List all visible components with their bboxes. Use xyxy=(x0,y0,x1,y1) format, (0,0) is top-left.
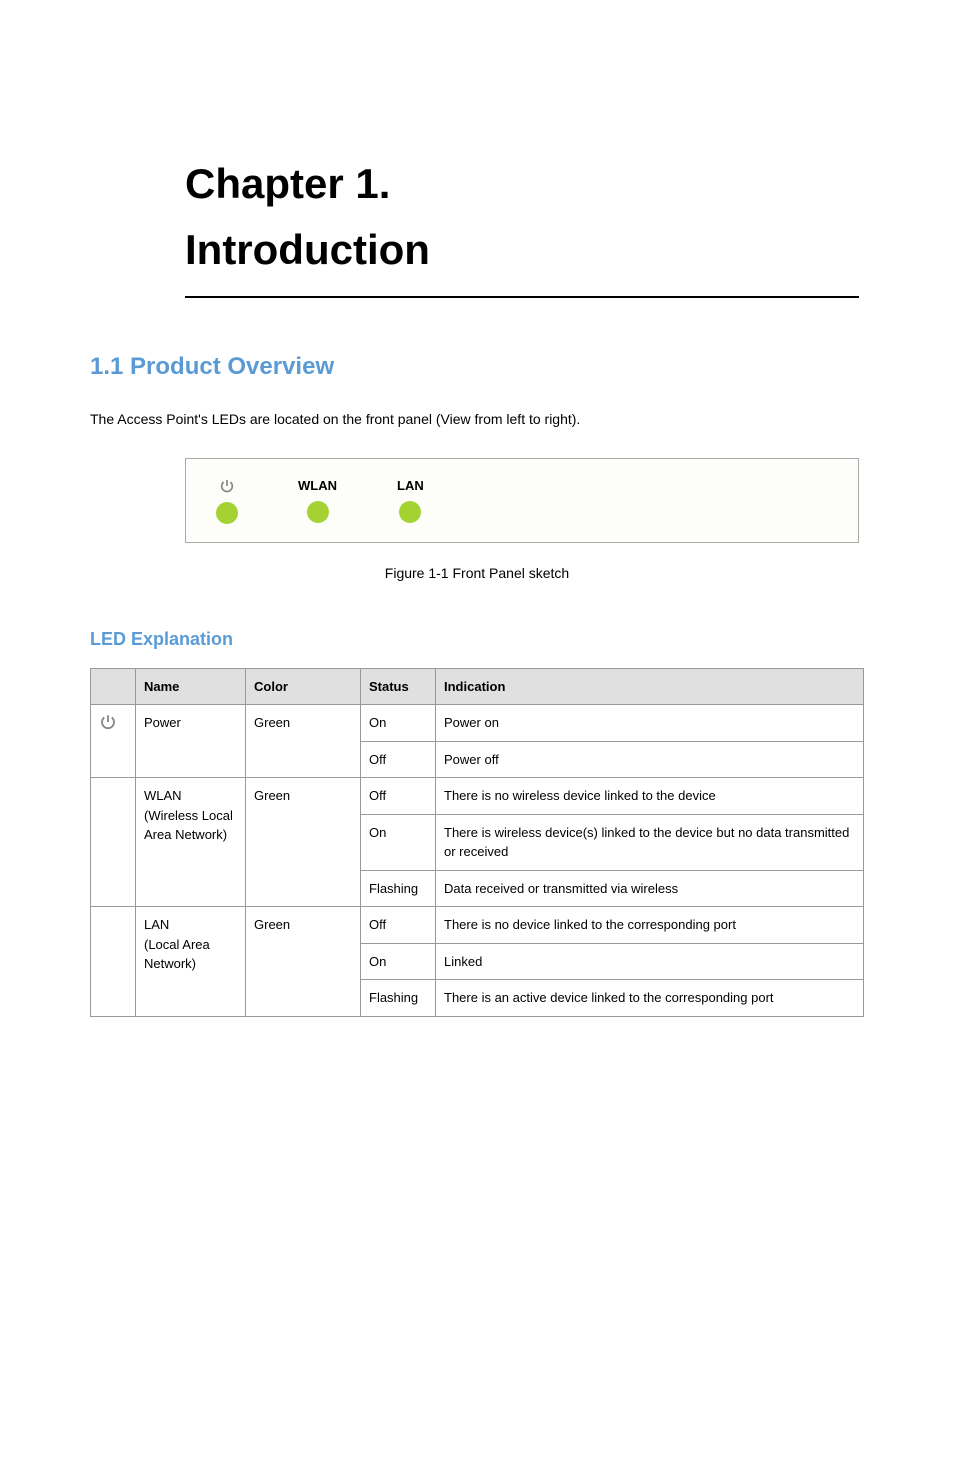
power-icon xyxy=(219,478,235,494)
table-header-row: Name Color Status Indication xyxy=(91,669,864,705)
chapter-title: Introduction xyxy=(185,226,864,274)
th-indication: Indication xyxy=(436,669,864,705)
td-name: WLAN (Wireless Local Area Network) xyxy=(136,778,246,907)
td-status: On xyxy=(361,705,436,742)
td-name-sub: (Wireless Local Area Network) xyxy=(144,808,233,843)
td-name: LAN (Local Area Network) xyxy=(136,907,246,1017)
led-table: Name Color Status Indication Power Green… xyxy=(90,668,864,1017)
td-color: Green xyxy=(246,778,361,907)
th-color: Color xyxy=(246,669,361,705)
section-title: 1.1 Product Overview xyxy=(90,353,864,381)
section-number: 1.1 xyxy=(90,353,123,380)
td-indication: There is an active device linked to the … xyxy=(436,980,864,1017)
front-panel-diagram: WLAN LAN xyxy=(185,458,859,543)
led-wlan: WLAN xyxy=(298,478,337,523)
td-indication: Power on xyxy=(436,705,864,742)
td-icon xyxy=(91,907,136,1017)
power-icon xyxy=(99,713,117,731)
led-dot xyxy=(307,501,329,523)
td-indication: There is no device linked to the corresp… xyxy=(436,907,864,944)
td-status: Off xyxy=(361,907,436,944)
td-name: Power xyxy=(136,705,246,778)
td-status: On xyxy=(361,943,436,980)
td-name-main: WLAN xyxy=(144,788,182,803)
table-row: WLAN (Wireless Local Area Network) Green… xyxy=(91,778,864,815)
led-lan: LAN xyxy=(397,478,424,523)
td-indication: Power off xyxy=(436,741,864,778)
td-status: Flashing xyxy=(361,980,436,1017)
td-color: Green xyxy=(246,705,361,778)
th-icon xyxy=(91,669,136,705)
led-explanation-title: LED Explanation xyxy=(90,629,864,650)
intro-text: The Access Point's LEDs are located on t… xyxy=(90,409,864,430)
th-name: Name xyxy=(136,669,246,705)
td-indication: Linked xyxy=(436,943,864,980)
td-status: Off xyxy=(361,741,436,778)
td-status: Off xyxy=(361,778,436,815)
chapter-number: Chapter 1. xyxy=(185,160,864,208)
td-name-sub: (Local Area Network) xyxy=(144,937,210,972)
td-status: Flashing xyxy=(361,870,436,907)
td-indication: Data received or transmitted via wireles… xyxy=(436,870,864,907)
td-icon xyxy=(91,778,136,907)
td-color: Green xyxy=(246,907,361,1017)
td-status: On xyxy=(361,814,436,870)
led-label: LAN xyxy=(397,478,424,493)
led-dot xyxy=(399,501,421,523)
led-dot xyxy=(216,502,238,524)
table-row: Power Green On Power on xyxy=(91,705,864,742)
td-indication: There is wireless device(s) linked to th… xyxy=(436,814,864,870)
td-name-main: LAN xyxy=(144,917,169,932)
section-name: Product Overview xyxy=(130,353,334,380)
figure-caption: Figure 1-1 Front Panel sketch xyxy=(90,565,864,581)
chapter-underline xyxy=(185,296,859,298)
led-power xyxy=(216,478,238,524)
th-status: Status xyxy=(361,669,436,705)
led-label: WLAN xyxy=(298,478,337,493)
td-icon xyxy=(91,705,136,778)
td-indication: There is no wireless device linked to th… xyxy=(436,778,864,815)
table-row: LAN (Local Area Network) Green Off There… xyxy=(91,907,864,944)
